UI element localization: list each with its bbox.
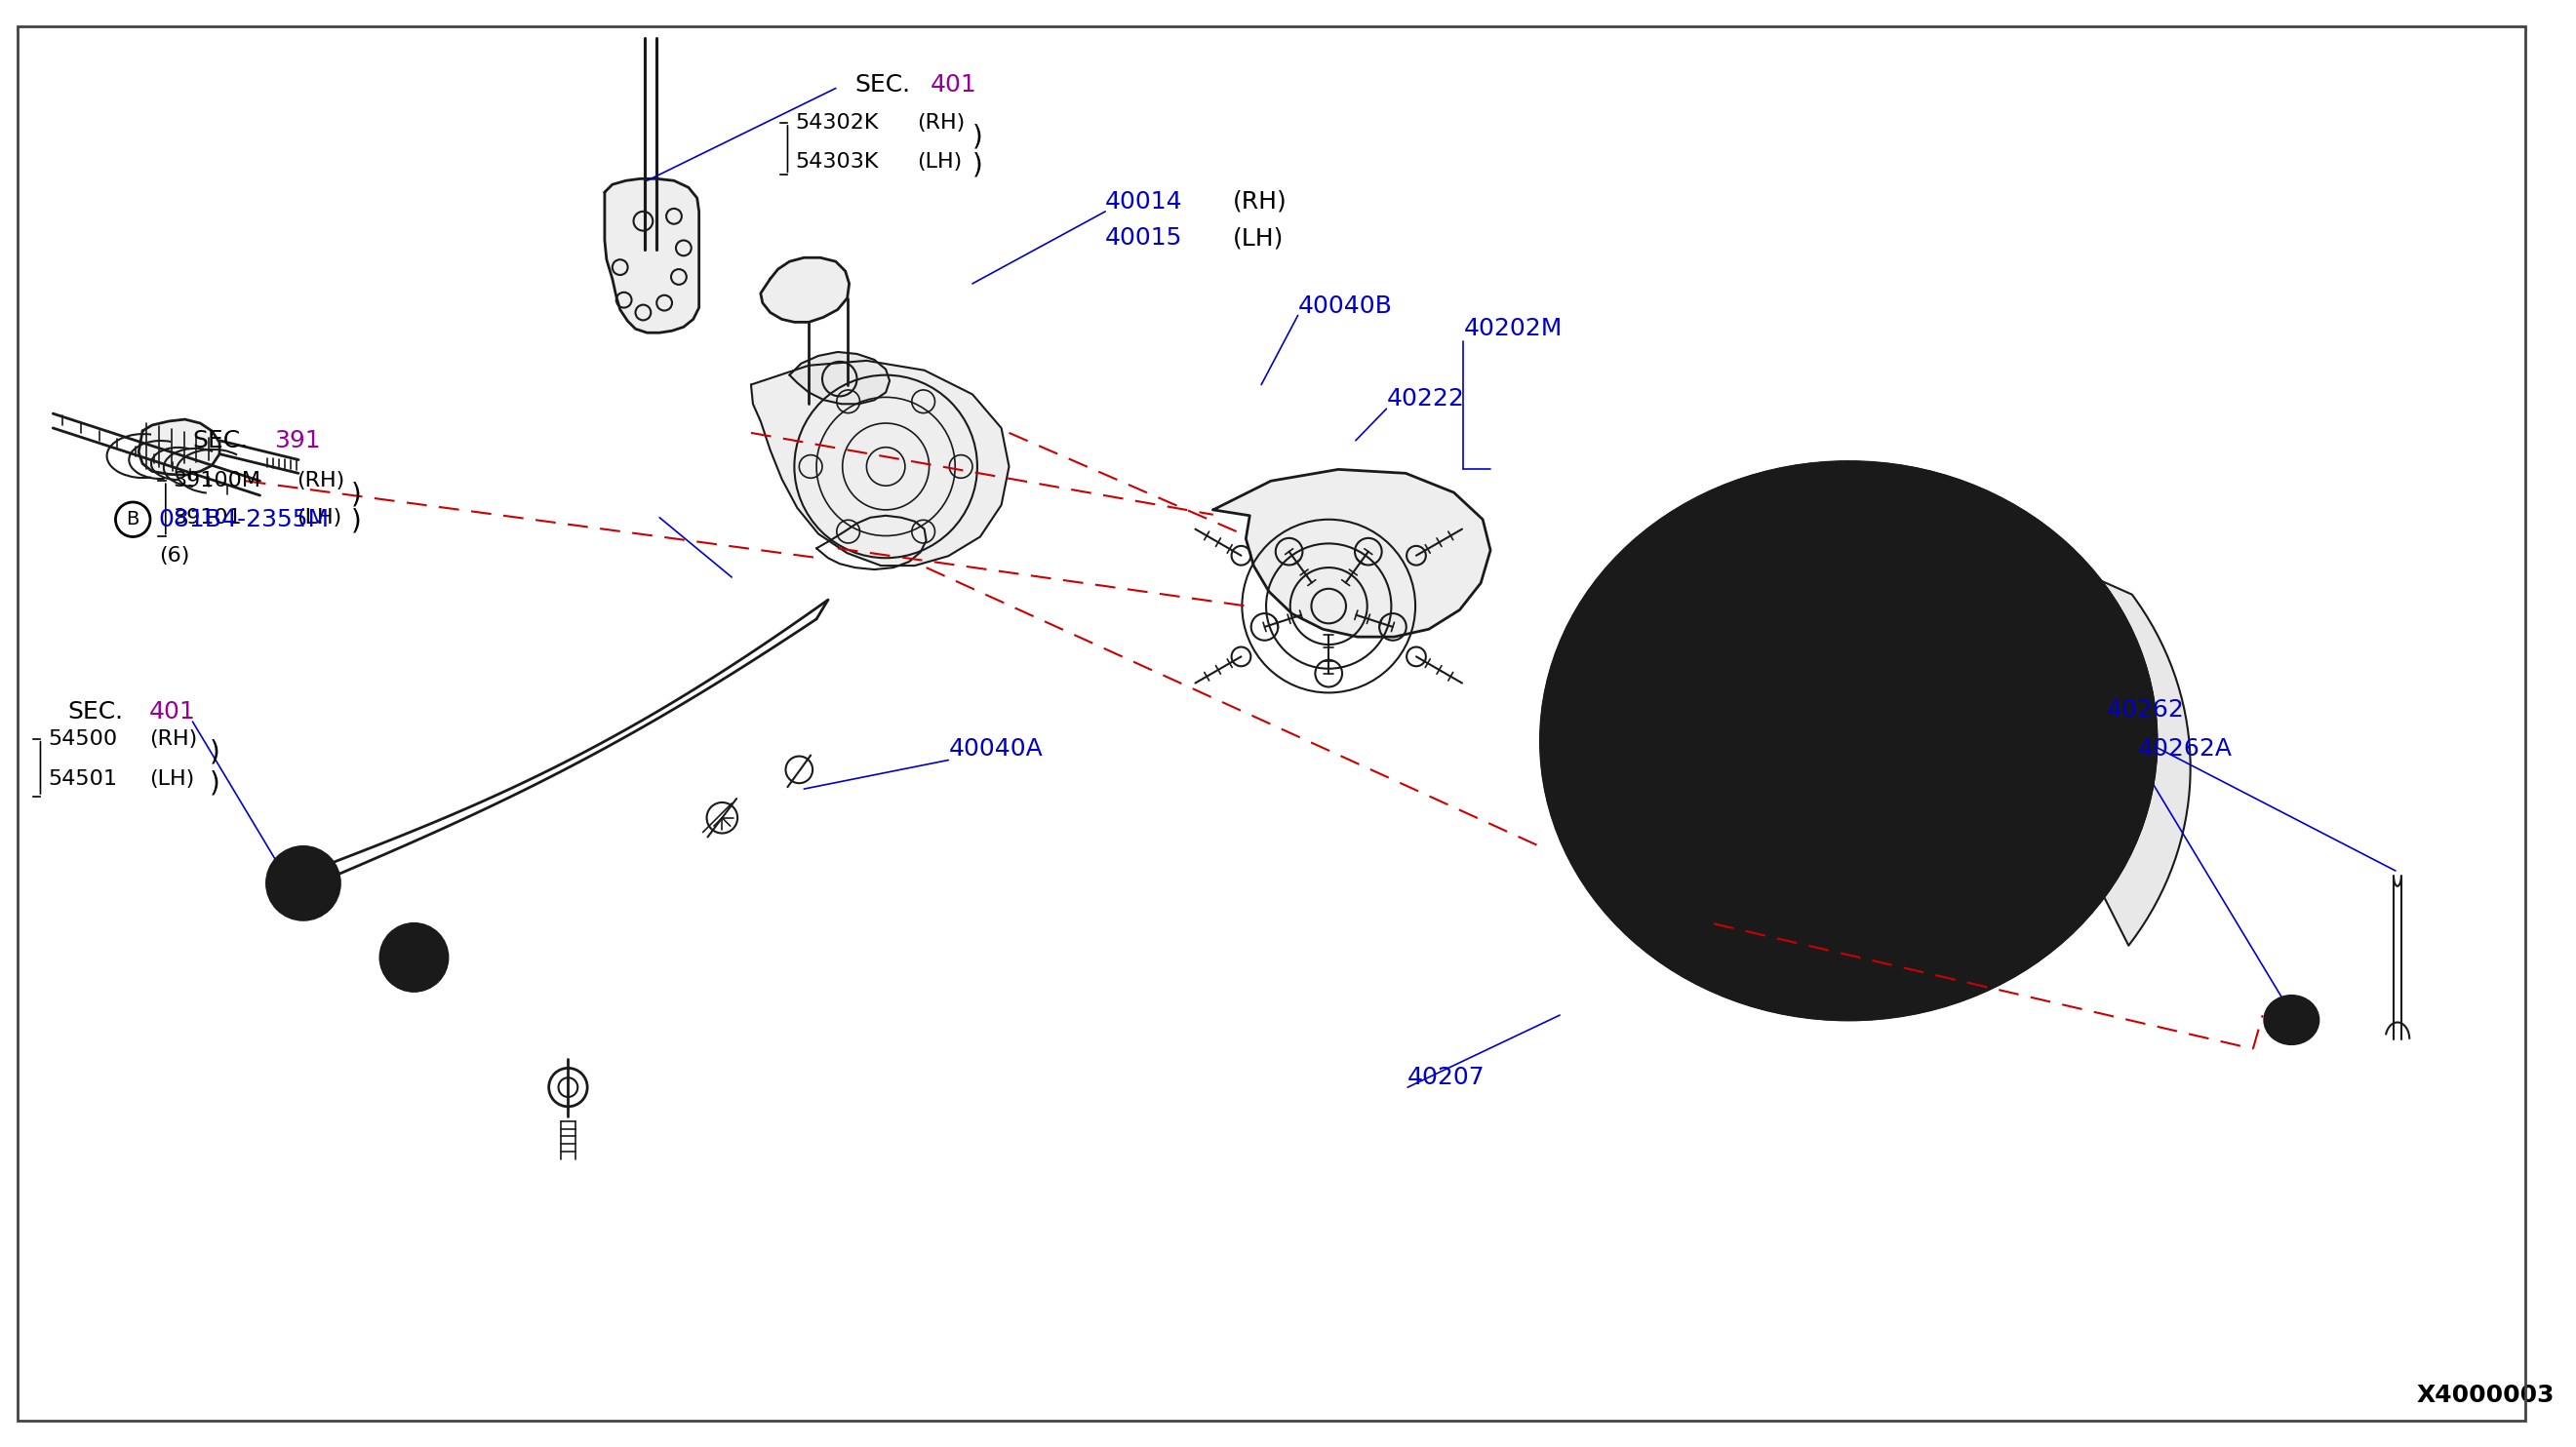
Circle shape — [268, 846, 340, 920]
Text: 40014: 40014 — [1105, 190, 1182, 214]
Text: 40040B: 40040B — [1298, 294, 1394, 317]
Text: 391: 391 — [276, 428, 322, 453]
Text: (RH): (RH) — [149, 729, 198, 748]
Text: (LH): (LH) — [296, 508, 343, 527]
Text: 54303K: 54303K — [796, 152, 878, 171]
Text: 39101: 39101 — [173, 508, 242, 527]
Text: 40202M: 40202M — [1463, 317, 1564, 340]
Text: X4000003: X4000003 — [2416, 1383, 2555, 1406]
Text: 40222: 40222 — [1386, 388, 1463, 411]
Ellipse shape — [2264, 996, 2318, 1045]
Text: 401: 401 — [149, 700, 196, 724]
Text: 54501: 54501 — [49, 770, 118, 789]
Text: 40015: 40015 — [1105, 227, 1182, 250]
Text: (RH): (RH) — [296, 472, 345, 491]
Text: (6): (6) — [160, 547, 191, 566]
Text: (LH): (LH) — [1231, 227, 1283, 250]
Text: ): ) — [350, 480, 361, 508]
Text: 40207: 40207 — [1406, 1066, 1486, 1090]
Polygon shape — [1213, 469, 1492, 637]
Text: SEC.: SEC. — [193, 428, 247, 453]
Text: (RH): (RH) — [1231, 190, 1288, 214]
Text: 54302K: 54302K — [796, 113, 878, 133]
Polygon shape — [752, 360, 1010, 566]
Text: ): ) — [350, 508, 361, 535]
Text: SEC.: SEC. — [855, 72, 912, 96]
Polygon shape — [760, 258, 850, 323]
Text: 54500: 54500 — [49, 729, 118, 748]
Text: 40262A: 40262A — [2138, 737, 2231, 760]
Polygon shape — [788, 352, 889, 404]
Text: ): ) — [209, 770, 222, 797]
Text: B: B — [126, 511, 139, 528]
Text: 40040A: 40040A — [948, 737, 1043, 760]
Text: 081B4-2355M: 081B4-2355M — [160, 508, 330, 531]
Text: (LH): (LH) — [917, 152, 961, 171]
Text: ): ) — [209, 739, 222, 767]
Text: (RH): (RH) — [917, 113, 963, 133]
Text: 39100M: 39100M — [173, 472, 260, 491]
Text: 40262: 40262 — [2107, 699, 2184, 722]
Text: 401: 401 — [930, 72, 976, 96]
Polygon shape — [2102, 580, 2190, 945]
Text: ): ) — [974, 123, 984, 150]
Circle shape — [381, 923, 448, 991]
Polygon shape — [605, 179, 698, 333]
Polygon shape — [139, 420, 219, 475]
Text: ): ) — [974, 152, 984, 179]
Text: SEC.: SEC. — [67, 700, 124, 724]
Text: (LH): (LH) — [149, 770, 193, 789]
Ellipse shape — [1540, 462, 2156, 1020]
